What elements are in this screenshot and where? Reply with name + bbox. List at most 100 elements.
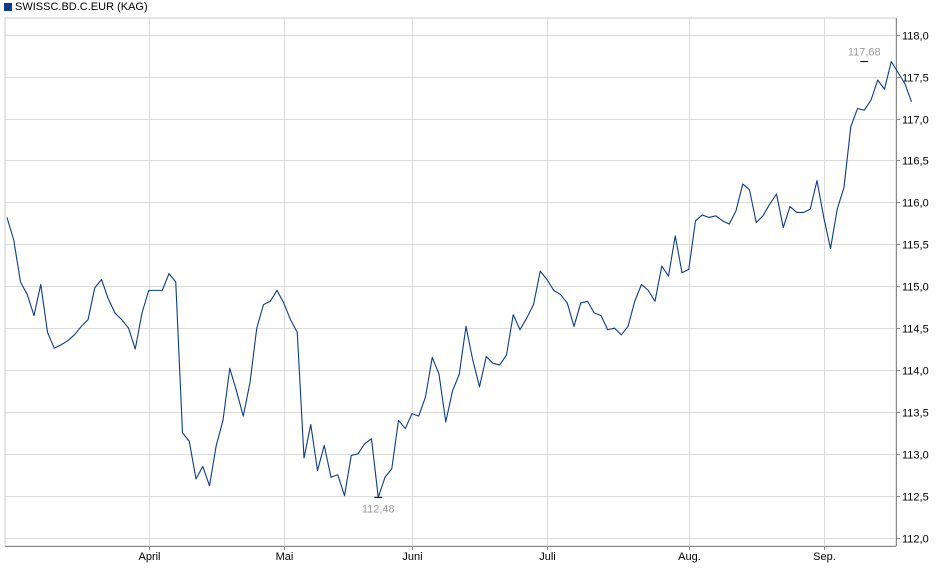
data-point (654, 301, 655, 302)
data-point (675, 235, 676, 236)
extreme-label: 112,48 (362, 503, 395, 515)
data-point (60, 344, 61, 345)
data-point (796, 212, 797, 213)
y-tick-label: 114,5 (902, 324, 929, 336)
y-tick-label: 115,0 (902, 282, 929, 294)
y-tick-label: 112,5 (902, 492, 929, 504)
data-point (256, 328, 257, 329)
data-point (762, 215, 763, 216)
data-point (283, 302, 284, 303)
data-point (816, 180, 817, 181)
data-point (101, 279, 102, 280)
y-tick-label: 114,0 (902, 366, 929, 378)
data-point (13, 240, 14, 241)
data-point (540, 271, 541, 272)
data-point (155, 290, 156, 291)
y-tick-label: 113,5 (902, 408, 929, 420)
data-point (189, 441, 190, 442)
data-point (398, 420, 399, 421)
data-point (47, 332, 48, 333)
data-point (580, 302, 581, 303)
data-point (904, 83, 905, 84)
data-point (324, 445, 325, 446)
data-point (729, 224, 730, 225)
data-point (661, 265, 662, 266)
data-point (445, 421, 446, 422)
data-point (74, 334, 75, 335)
data-point (168, 273, 169, 274)
data-point (769, 203, 770, 204)
data-point (40, 284, 41, 285)
data-point (803, 212, 804, 213)
data-point (742, 183, 743, 184)
data-point (843, 187, 844, 188)
y-tick-label: 117,0 (902, 115, 929, 127)
data-point (337, 474, 338, 475)
data-point (195, 478, 196, 479)
y-tick-label: 112,0 (902, 534, 929, 546)
plot-area (4, 17, 897, 547)
data-point (108, 298, 109, 299)
data-point (202, 466, 203, 467)
data-point (864, 110, 865, 111)
data-point (81, 326, 82, 327)
data-point (303, 457, 304, 458)
data-point (776, 193, 777, 194)
data-point (870, 100, 871, 101)
data-point (135, 348, 136, 349)
data-point (290, 319, 291, 320)
data-point (668, 276, 669, 277)
data-point (756, 222, 757, 223)
data-point (594, 312, 595, 313)
data-point (715, 215, 716, 216)
data-point (708, 217, 709, 218)
data-point (560, 294, 561, 295)
data-point (884, 89, 885, 90)
data-point (789, 206, 790, 207)
data-point (634, 301, 635, 302)
data-point (546, 279, 547, 280)
legend-label: SWISSC.BD.C.EUR (KAG) (15, 1, 148, 13)
data-point (418, 416, 419, 417)
data-point (641, 284, 642, 285)
data-point (317, 470, 318, 471)
data-point (506, 354, 507, 355)
data-point (722, 220, 723, 221)
data-point (216, 445, 217, 446)
y-tick-label: 116,0 (902, 198, 929, 210)
y-tick-label: 117,5 (902, 73, 929, 85)
data-point (573, 326, 574, 327)
data-point (33, 315, 34, 316)
data-point (114, 312, 115, 313)
data-point (452, 390, 453, 391)
data-point (229, 368, 230, 369)
data-point (891, 61, 892, 62)
data-point (67, 340, 68, 341)
x-tick-label: Mai (276, 551, 294, 563)
data-point (276, 290, 277, 291)
data-point (526, 317, 527, 318)
x-tick-label: Juli (539, 551, 556, 563)
y-tick-label: 118,0 (902, 31, 929, 43)
data-point (459, 374, 460, 375)
legend-swatch (4, 3, 12, 11)
data-point (330, 477, 331, 478)
y-tick-label: 115,5 (902, 240, 929, 252)
data-point (141, 312, 142, 313)
x-tick-label: Sep. (813, 551, 836, 563)
x-tick-label: April (138, 551, 160, 563)
data-point (857, 108, 858, 109)
data-point (533, 304, 534, 305)
data-point (553, 290, 554, 291)
data-point (148, 290, 149, 291)
data-point (297, 332, 298, 333)
data-point (519, 329, 520, 330)
data-point (20, 281, 21, 282)
data-point (472, 359, 473, 360)
data-point (688, 269, 689, 270)
y-tick-label: 113,0 (902, 450, 929, 462)
data-point (648, 290, 649, 291)
data-point (371, 438, 372, 439)
data-point (499, 364, 500, 365)
